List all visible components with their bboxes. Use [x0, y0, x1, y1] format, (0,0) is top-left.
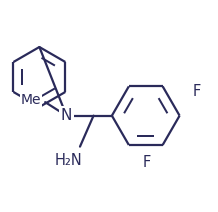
Text: F: F	[192, 84, 200, 99]
Text: N: N	[61, 108, 72, 123]
Text: H₂N: H₂N	[55, 153, 83, 168]
Text: Me: Me	[21, 93, 41, 107]
Text: F: F	[143, 155, 151, 170]
